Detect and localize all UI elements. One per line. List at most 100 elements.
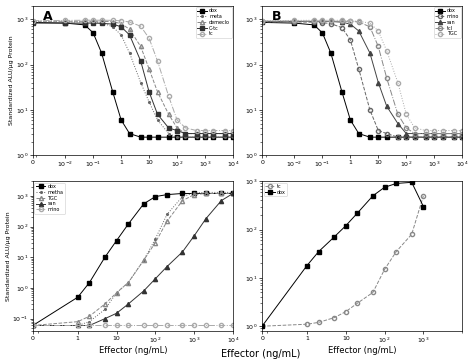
TGC xyxy=(328,18,334,22)
tc xyxy=(127,20,132,24)
TGC xyxy=(126,280,131,285)
tcl xyxy=(384,76,390,81)
dox xyxy=(382,185,387,190)
dox xyxy=(219,191,224,196)
dox xyxy=(304,264,310,268)
mino xyxy=(431,135,437,139)
C-tc xyxy=(91,21,96,25)
dox xyxy=(102,255,108,260)
C-tc xyxy=(182,131,188,136)
mino xyxy=(339,26,345,30)
dox xyxy=(230,191,236,196)
san xyxy=(230,191,236,196)
tc xyxy=(82,18,88,22)
mino xyxy=(203,323,209,328)
san xyxy=(114,311,119,316)
tc xyxy=(331,316,337,320)
C-tc xyxy=(194,131,200,136)
dox xyxy=(339,90,345,94)
metha xyxy=(126,280,131,285)
dox xyxy=(182,135,188,139)
tcl xyxy=(328,19,334,23)
mino xyxy=(412,135,418,139)
san xyxy=(459,131,465,136)
TGC xyxy=(164,219,170,223)
dox xyxy=(328,51,334,55)
tcl xyxy=(347,19,353,23)
Line: tc: tc xyxy=(31,18,235,132)
TGC xyxy=(431,129,437,133)
TGC xyxy=(375,29,381,33)
mino xyxy=(141,323,146,328)
san xyxy=(219,199,224,203)
tc xyxy=(343,309,348,314)
san xyxy=(375,81,381,85)
tc xyxy=(155,59,160,63)
san xyxy=(180,250,185,254)
tc xyxy=(409,232,415,236)
Line: san: san xyxy=(31,191,235,327)
dox xyxy=(138,135,144,139)
meta xyxy=(110,25,116,29)
dox xyxy=(210,135,216,139)
meta xyxy=(210,135,216,139)
dox xyxy=(82,23,88,27)
C-tc xyxy=(174,129,180,133)
Line: mino: mino xyxy=(31,323,235,327)
dox xyxy=(230,135,236,139)
dox xyxy=(222,135,228,139)
C-tc xyxy=(146,90,152,94)
tcl xyxy=(412,131,418,136)
X-axis label: Effector (ng/mL): Effector (ng/mL) xyxy=(328,347,396,356)
TGC xyxy=(319,18,325,22)
mino xyxy=(153,323,158,328)
dox xyxy=(356,131,362,136)
meta xyxy=(182,135,188,139)
mino xyxy=(219,323,224,328)
mino xyxy=(164,323,170,328)
tc xyxy=(370,290,376,295)
tc xyxy=(166,94,172,99)
san xyxy=(451,131,456,136)
san xyxy=(141,289,146,293)
mino xyxy=(395,135,401,139)
demeclo xyxy=(174,126,180,130)
san xyxy=(153,277,158,281)
TGC xyxy=(367,21,373,25)
tcl xyxy=(403,126,409,130)
tc xyxy=(99,18,104,22)
Legend: tc, dox: tc, dox xyxy=(264,183,287,196)
dox xyxy=(412,135,418,139)
san xyxy=(356,29,362,33)
C-tc xyxy=(118,25,124,29)
C-tc xyxy=(222,131,228,136)
TGC xyxy=(180,199,185,203)
dox xyxy=(451,135,456,139)
C-tc xyxy=(127,33,132,37)
tc xyxy=(202,129,208,133)
san xyxy=(423,131,428,136)
san xyxy=(384,104,390,108)
dox xyxy=(30,20,36,25)
C-tc xyxy=(99,21,104,26)
tc xyxy=(30,18,36,23)
Text: C: C xyxy=(43,186,52,199)
Line: dox: dox xyxy=(260,20,464,139)
C-tc xyxy=(166,126,172,130)
dox xyxy=(164,192,170,197)
TGC xyxy=(203,191,209,196)
TGC xyxy=(114,291,119,295)
metha xyxy=(75,323,81,328)
tcl xyxy=(292,19,297,23)
san xyxy=(412,131,418,136)
tc xyxy=(194,129,200,133)
TGC xyxy=(311,18,317,22)
tc xyxy=(210,129,216,133)
C-tc xyxy=(210,131,216,136)
C-tc xyxy=(63,21,68,25)
Line: metha: metha xyxy=(31,191,235,327)
Y-axis label: Standardized ALU/µg Protein: Standardized ALU/µg Protein xyxy=(6,211,10,301)
TGC xyxy=(75,319,81,324)
mino xyxy=(403,135,409,139)
demeclo xyxy=(166,112,172,117)
